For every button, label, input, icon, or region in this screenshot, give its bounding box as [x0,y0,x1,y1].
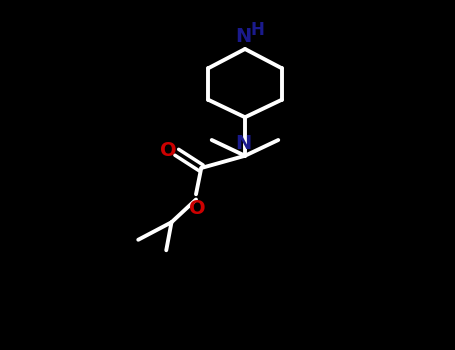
Text: N: N [235,134,251,153]
Text: H: H [250,21,264,39]
Text: N: N [235,27,251,46]
Text: O: O [160,141,177,160]
Text: O: O [189,199,206,218]
